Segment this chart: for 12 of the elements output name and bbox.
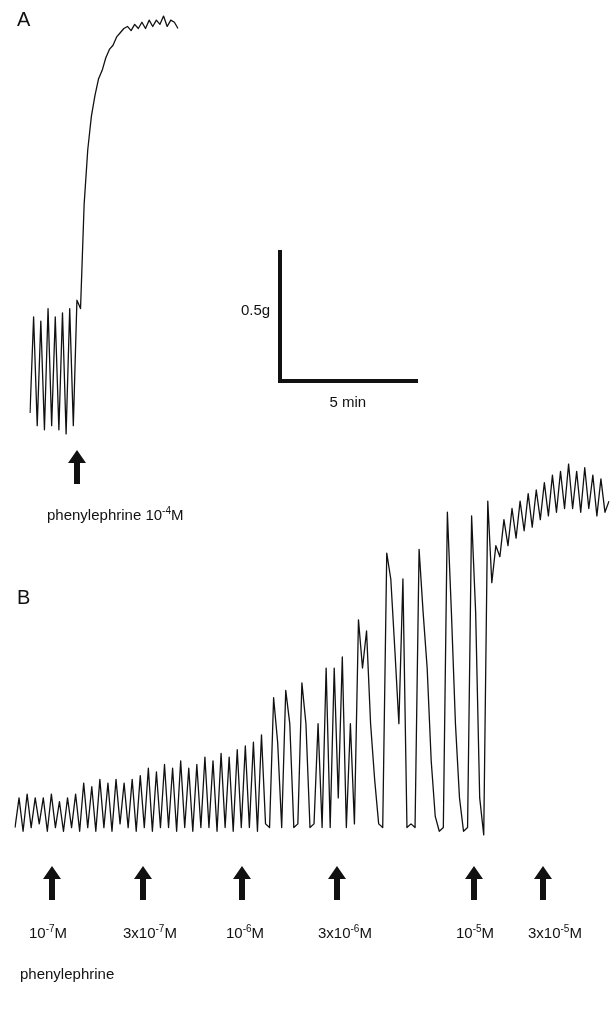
text: 3x10$^{-7}$M (123, 923, 177, 941)
text: 10$^{-5}$M (456, 923, 495, 941)
text: 3x10$^{-5}$M (528, 923, 582, 941)
annotation: phenylephrine 10$^{-4}$M (47, 505, 184, 523)
text: 5 min (329, 393, 367, 410)
text: 10$^{-6}$M (226, 923, 265, 941)
chart-title: A (17, 8, 31, 31)
text: 0.5g (241, 301, 271, 318)
text: B (17, 586, 31, 609)
text: 3x10$^{-6}$M (318, 923, 372, 941)
text: 10$^{-7}$M (29, 923, 68, 941)
text: phenylephrine (20, 965, 115, 982)
